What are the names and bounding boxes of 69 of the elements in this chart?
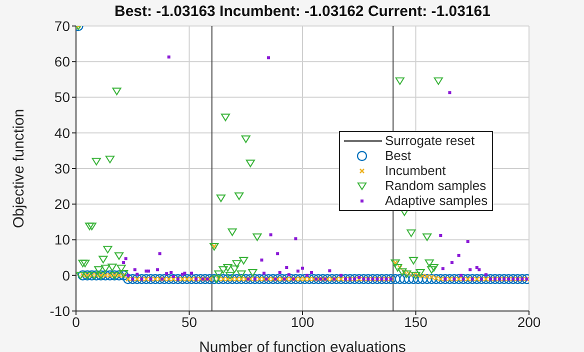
point xyxy=(427,266,436,274)
y-tick-label: -10 xyxy=(50,302,70,319)
x-tick-label: 200 xyxy=(517,314,541,330)
point xyxy=(112,88,122,96)
y-tick-label: 60 xyxy=(54,54,70,70)
chart-title: Best: -1.03163 Incumbent: -1.03162 Current: -1.03161 xyxy=(114,3,492,20)
point xyxy=(90,272,99,280)
point xyxy=(408,256,418,264)
point xyxy=(103,246,112,254)
y-tick-label: 20 xyxy=(54,196,70,212)
point xyxy=(393,264,402,272)
point xyxy=(241,135,250,143)
legend-label: Best xyxy=(385,148,412,163)
y-tick-label: 50 xyxy=(54,89,70,106)
point xyxy=(223,264,232,272)
point xyxy=(78,260,88,268)
point xyxy=(119,270,128,278)
point xyxy=(398,268,407,276)
y-tick-label: 30 xyxy=(54,160,70,176)
legend-label: Surrogate reset xyxy=(385,133,475,148)
point xyxy=(232,260,242,268)
point xyxy=(216,194,226,202)
point xyxy=(416,268,425,277)
point xyxy=(252,233,262,241)
y-axis-title: Objective function xyxy=(10,108,28,228)
y-tick-label: 0 xyxy=(62,267,70,284)
y-tick-label: 10 xyxy=(54,232,70,248)
point xyxy=(114,252,124,260)
point xyxy=(220,114,230,122)
point xyxy=(98,256,108,264)
point xyxy=(395,77,404,85)
point xyxy=(116,264,126,272)
y-tick-label: 70 xyxy=(54,18,70,34)
point xyxy=(80,260,90,268)
point xyxy=(100,264,110,272)
point xyxy=(94,266,104,274)
point xyxy=(92,158,101,166)
y-tick-label: 40 xyxy=(54,124,70,141)
point xyxy=(108,264,117,272)
x-tick-label: 100 xyxy=(290,314,314,330)
point xyxy=(234,192,244,200)
point xyxy=(212,275,221,283)
point xyxy=(246,160,255,168)
point xyxy=(76,272,86,280)
point xyxy=(105,156,115,164)
point xyxy=(85,222,94,230)
point xyxy=(248,268,258,277)
point xyxy=(225,272,235,280)
point xyxy=(406,229,416,238)
x-tick-label: 50 xyxy=(181,314,198,330)
point xyxy=(429,264,438,272)
point xyxy=(424,259,434,267)
point xyxy=(422,233,432,241)
x-tick-label: 0 xyxy=(72,314,80,330)
legend-label: Incumbent xyxy=(385,163,446,178)
x-axis-title: Number of function evaluations xyxy=(199,339,406,352)
point xyxy=(228,228,237,236)
point xyxy=(87,222,96,230)
legend-label: Random samples xyxy=(385,178,486,193)
legend-label: Adaptive samples xyxy=(385,193,488,208)
point xyxy=(230,265,240,274)
point xyxy=(218,266,228,274)
point xyxy=(239,256,248,264)
point xyxy=(411,272,420,280)
x-tick-label: 150 xyxy=(404,314,428,330)
point xyxy=(214,270,224,278)
point xyxy=(236,270,246,278)
point xyxy=(402,270,412,278)
point xyxy=(434,77,443,85)
